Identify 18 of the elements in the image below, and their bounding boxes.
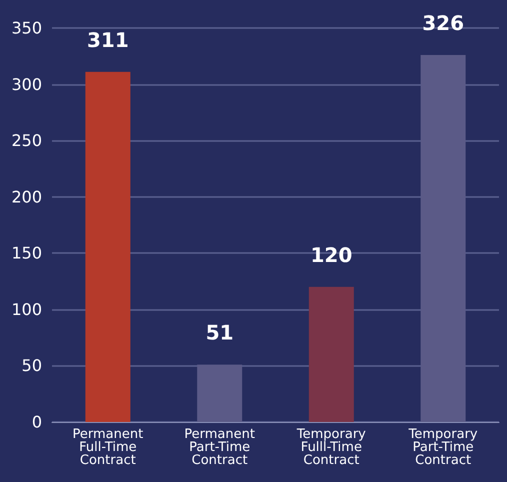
- bar: [85, 72, 130, 422]
- x-tick-label: Temporary Part-Time Contract: [408, 427, 478, 468]
- y-tick-label: 0: [32, 412, 42, 432]
- data-label: 120: [310, 242, 352, 267]
- y-tick-label: 200: [11, 187, 42, 206]
- x-tick-label: Permanent Part-Time Contract: [184, 427, 255, 468]
- y-tick-label: 150: [11, 244, 42, 263]
- data-label: 51: [206, 320, 234, 345]
- y-tick-label: 50: [22, 356, 42, 376]
- y-tick-label: 300: [11, 74, 42, 94]
- x-tick-label: Permanent Full-Time Contract: [72, 427, 144, 468]
- y-tick-label: 350: [11, 18, 42, 38]
- data-label: 326: [422, 11, 464, 36]
- bar: [308, 286, 354, 422]
- y-tick-label: 250: [11, 131, 42, 150]
- y-tick-label: 100: [11, 300, 42, 319]
- x-tick-label: Temporary Fulll-Time Contract: [296, 427, 366, 468]
- data-label: 311: [87, 28, 129, 52]
